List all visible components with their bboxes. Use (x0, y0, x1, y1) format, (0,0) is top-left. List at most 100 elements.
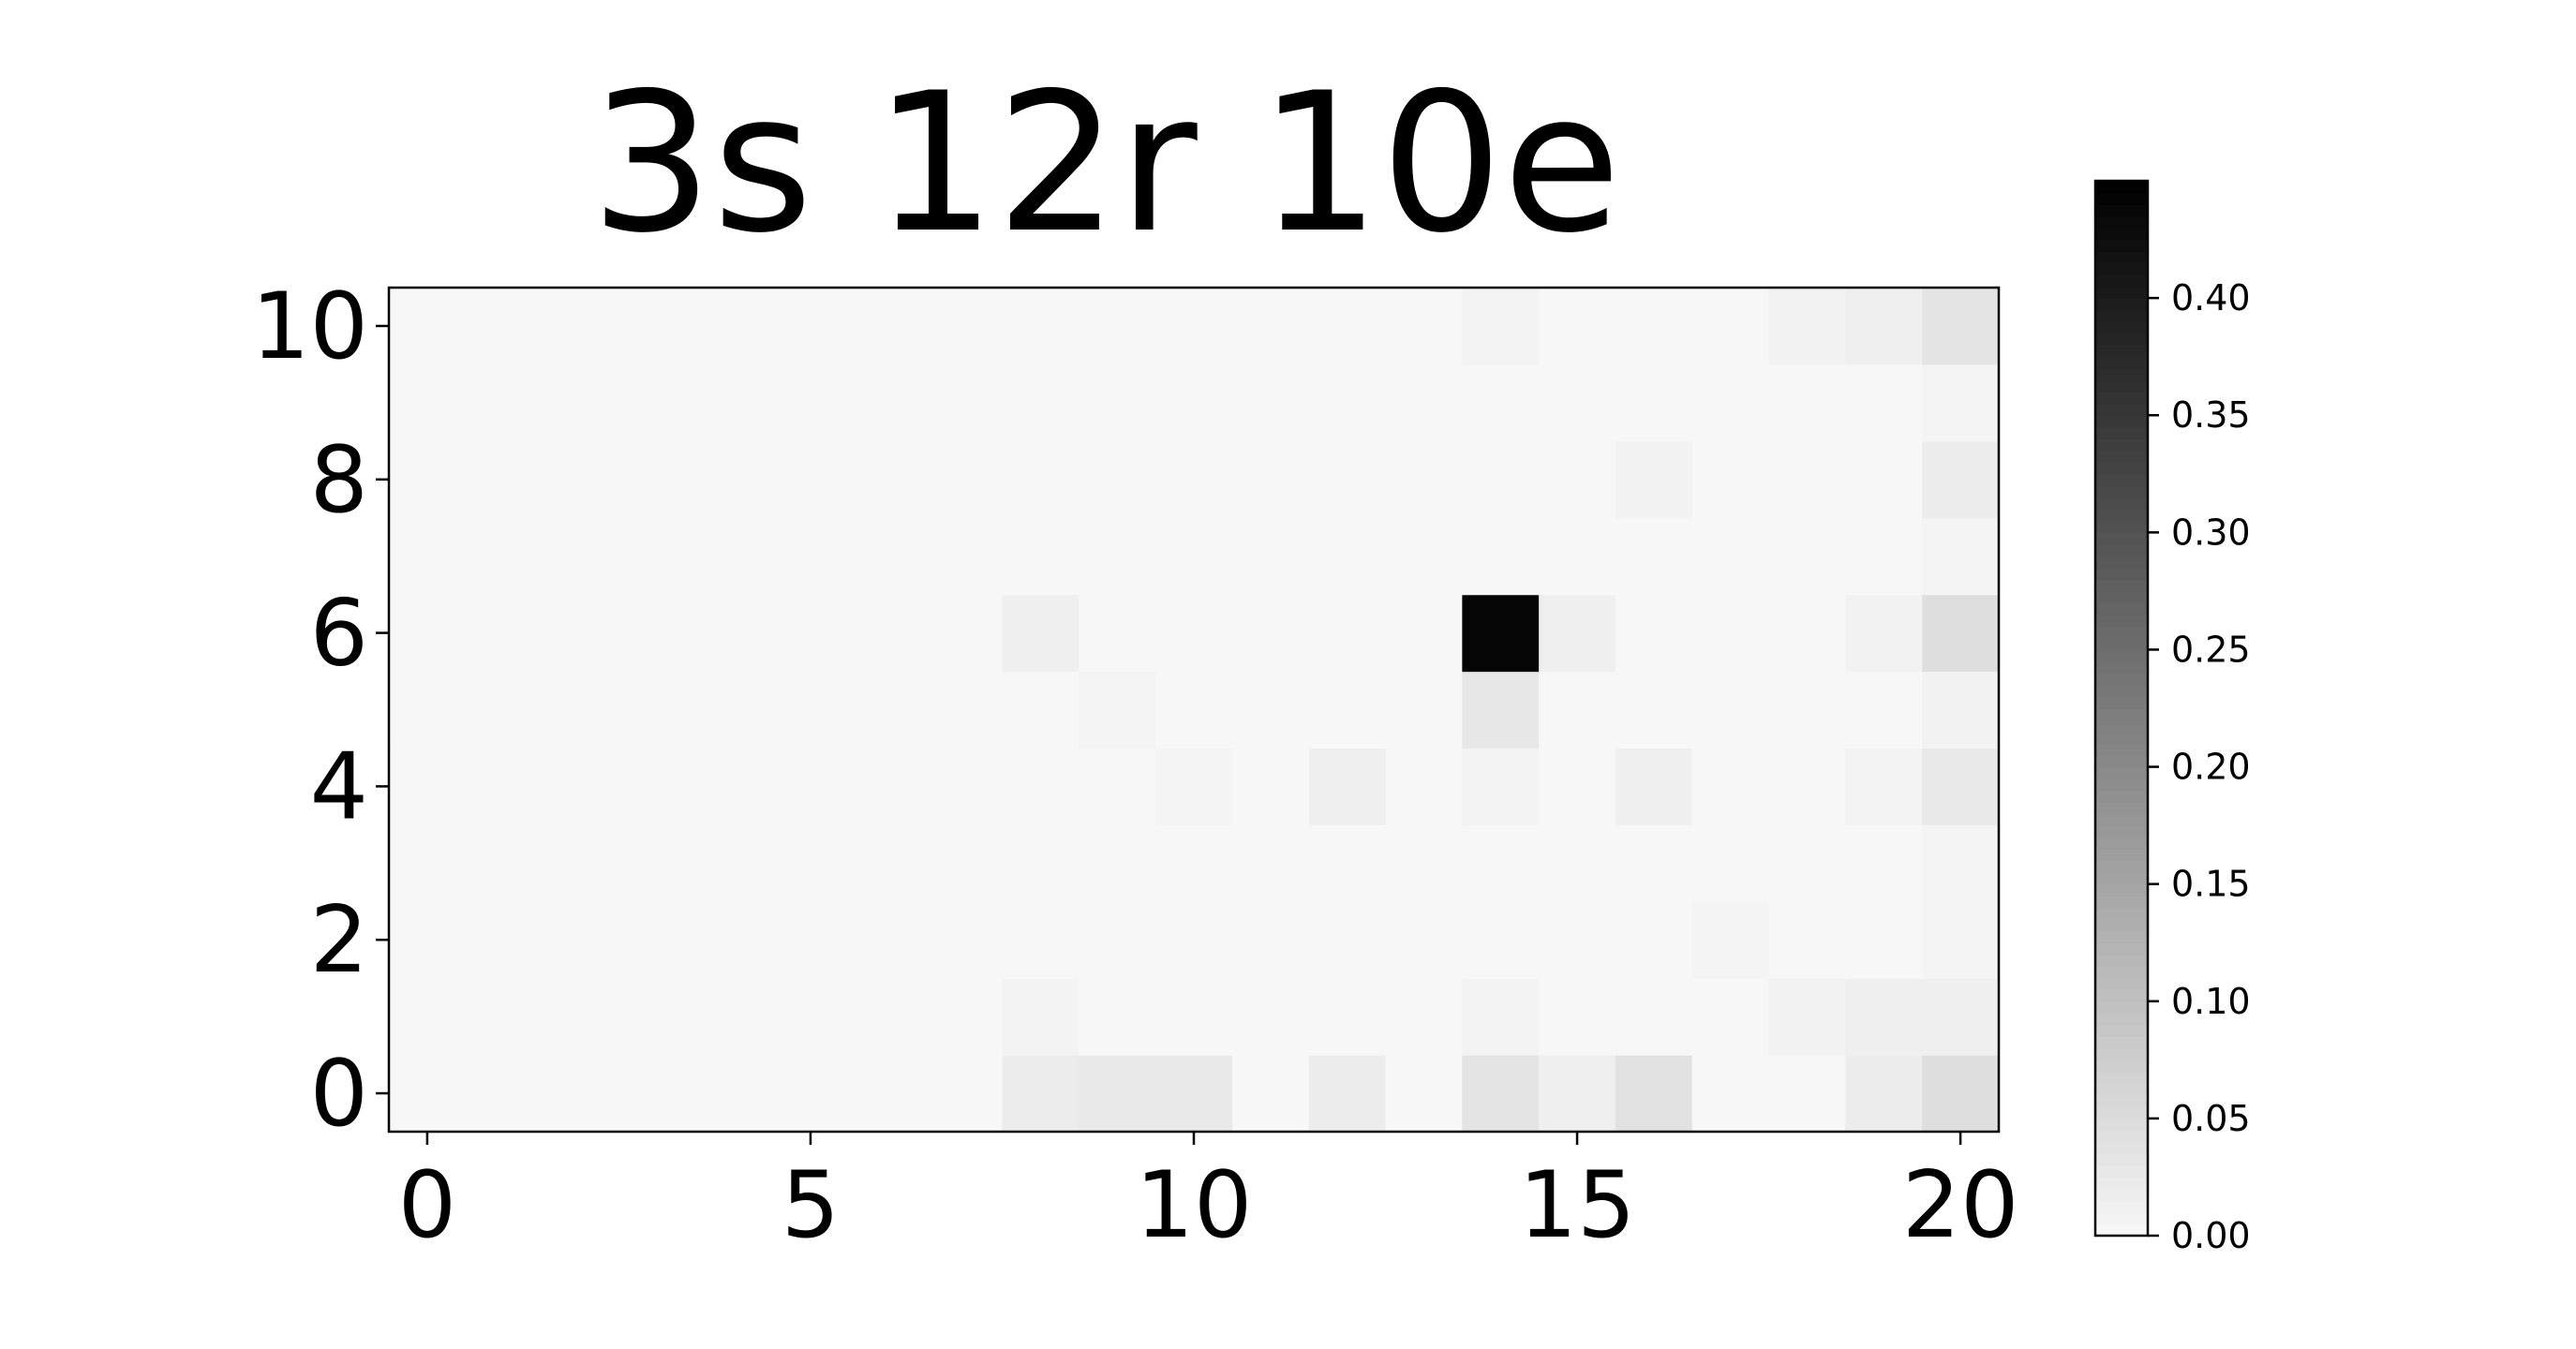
heatmap-cell (1002, 288, 1080, 365)
heatmap-cell (389, 594, 467, 673)
heatmap-cell (1922, 671, 2000, 749)
heatmap-cell (1922, 517, 2000, 596)
colorbar-segment (2095, 309, 2148, 322)
heatmap-cell (848, 978, 927, 1056)
heatmap-cell (1002, 824, 1080, 902)
colorbar-segment (2095, 204, 2148, 217)
colorbar-tick-label: 0.00 (2171, 1215, 2251, 1256)
heatmap-cell (1231, 824, 1310, 902)
heatmap-cell (1845, 440, 1923, 519)
heatmap-cell (389, 363, 467, 442)
heatmap-cell (1691, 824, 1770, 902)
heatmap-cell (1155, 288, 1233, 365)
heatmap-cell (1155, 978, 1233, 1056)
heatmap-cell (1845, 824, 1923, 902)
colorbar-segment (2095, 872, 2148, 885)
colorbar-segment (2095, 907, 2148, 920)
heatmap-cell (1308, 671, 1387, 749)
colorbar-segment (2095, 1036, 2148, 1049)
heatmap-cell (465, 288, 543, 365)
heatmap-cell (695, 901, 773, 979)
heatmap-cell (1079, 517, 1156, 596)
y-tick-label: 6 (310, 581, 368, 688)
heatmap-cell (1539, 748, 1616, 825)
heatmap-cell (1691, 288, 1770, 365)
heatmap-cell (465, 517, 543, 596)
heatmap-cell (1539, 288, 1616, 365)
colorbar-segment (2095, 497, 2148, 511)
heatmap-cell (1079, 748, 1156, 825)
colorbar-segment (2095, 778, 2148, 792)
colorbar-segment (2095, 262, 2148, 275)
heatmap-cell (695, 978, 773, 1056)
heatmap-cell (389, 748, 467, 825)
heatmap-cell (1079, 671, 1156, 749)
heatmap-cell (1922, 1055, 2000, 1133)
colorbar-segment (2095, 1141, 2148, 1155)
heatmap-cell (1845, 517, 1923, 596)
heatmap-cell (695, 671, 773, 749)
colorbar-segment (2095, 239, 2148, 252)
heatmap-cell (772, 517, 850, 596)
colorbar-segment (2095, 837, 2148, 850)
heatmap-cell (542, 671, 620, 749)
colorbar-segment (2095, 954, 2148, 968)
heatmap-cell (465, 363, 543, 442)
colorbar-segment (2095, 462, 2148, 475)
colorbar-segment (2095, 626, 2148, 639)
heatmap-cell (1079, 824, 1156, 902)
colorbar-tick-label: 0.40 (2171, 277, 2251, 319)
heatmap-cell (1691, 978, 1770, 1056)
heatmap-cell (1462, 1055, 1540, 1133)
colorbar-segment (2095, 849, 2148, 862)
heatmap-cell (1768, 748, 1846, 825)
heatmap-cell (465, 594, 543, 673)
colorbar-segment (2095, 1177, 2148, 1190)
heatmap-cell (848, 363, 927, 442)
colorbar-segment (2095, 696, 2148, 709)
heatmap-cell (1385, 517, 1463, 596)
heatmap-cell (1002, 901, 1080, 979)
heatmap-cell (1079, 288, 1156, 365)
y-tick-label: 4 (310, 734, 368, 840)
colorbar-segment (2095, 1153, 2148, 1166)
heatmap-cell (542, 901, 620, 979)
colorbar-segment (2095, 403, 2148, 417)
heatmap-axes: 0 5 10 15 20 0 2 4 6 8 10 (251, 274, 2018, 1259)
heatmap-cell (1308, 288, 1387, 365)
heatmap-cell (1922, 824, 2000, 902)
colorbar-segment (2095, 1024, 2148, 1038)
heatmap-cell (1002, 671, 1080, 749)
colorbar-tick-label: 0.20 (2171, 747, 2251, 788)
colorbar-segment (2095, 896, 2148, 909)
heatmap-cell (1155, 671, 1233, 749)
heatmap-cell (1231, 363, 1310, 442)
heatmap-cell (1922, 288, 2000, 365)
colorbar-segment (2095, 1164, 2148, 1179)
heatmap-cell (1615, 594, 1693, 673)
heatmap-cell (1768, 671, 1846, 749)
colorbar-segment (2095, 473, 2148, 487)
heatmap-cell (618, 288, 696, 365)
y-tick-label: 2 (310, 887, 368, 994)
heatmap-cell (1845, 978, 1923, 1056)
heatmap-cell (772, 363, 850, 442)
colorbar-segment (2095, 883, 2148, 897)
heatmap-cell (695, 748, 773, 825)
heatmap-cell (1462, 978, 1540, 1056)
colorbar-segment (2095, 1094, 2148, 1108)
heatmap-cell (465, 901, 543, 979)
heatmap-cell (618, 978, 696, 1056)
heatmap-cell (1385, 288, 1463, 365)
colorbar-tick-label: 0.25 (2171, 629, 2251, 670)
heatmap-cell (1462, 517, 1540, 596)
colorbar-segment (2095, 286, 2148, 299)
heatmap-cell (848, 748, 927, 825)
heatmap-cell (1539, 671, 1616, 749)
heatmap-cell (1691, 748, 1770, 825)
heatmap-cell (542, 978, 620, 1056)
heatmap-cell (1079, 594, 1156, 673)
heatmap-cell (465, 824, 543, 902)
colorbar-segment (2095, 590, 2148, 604)
heatmap-cell (1539, 517, 1616, 596)
